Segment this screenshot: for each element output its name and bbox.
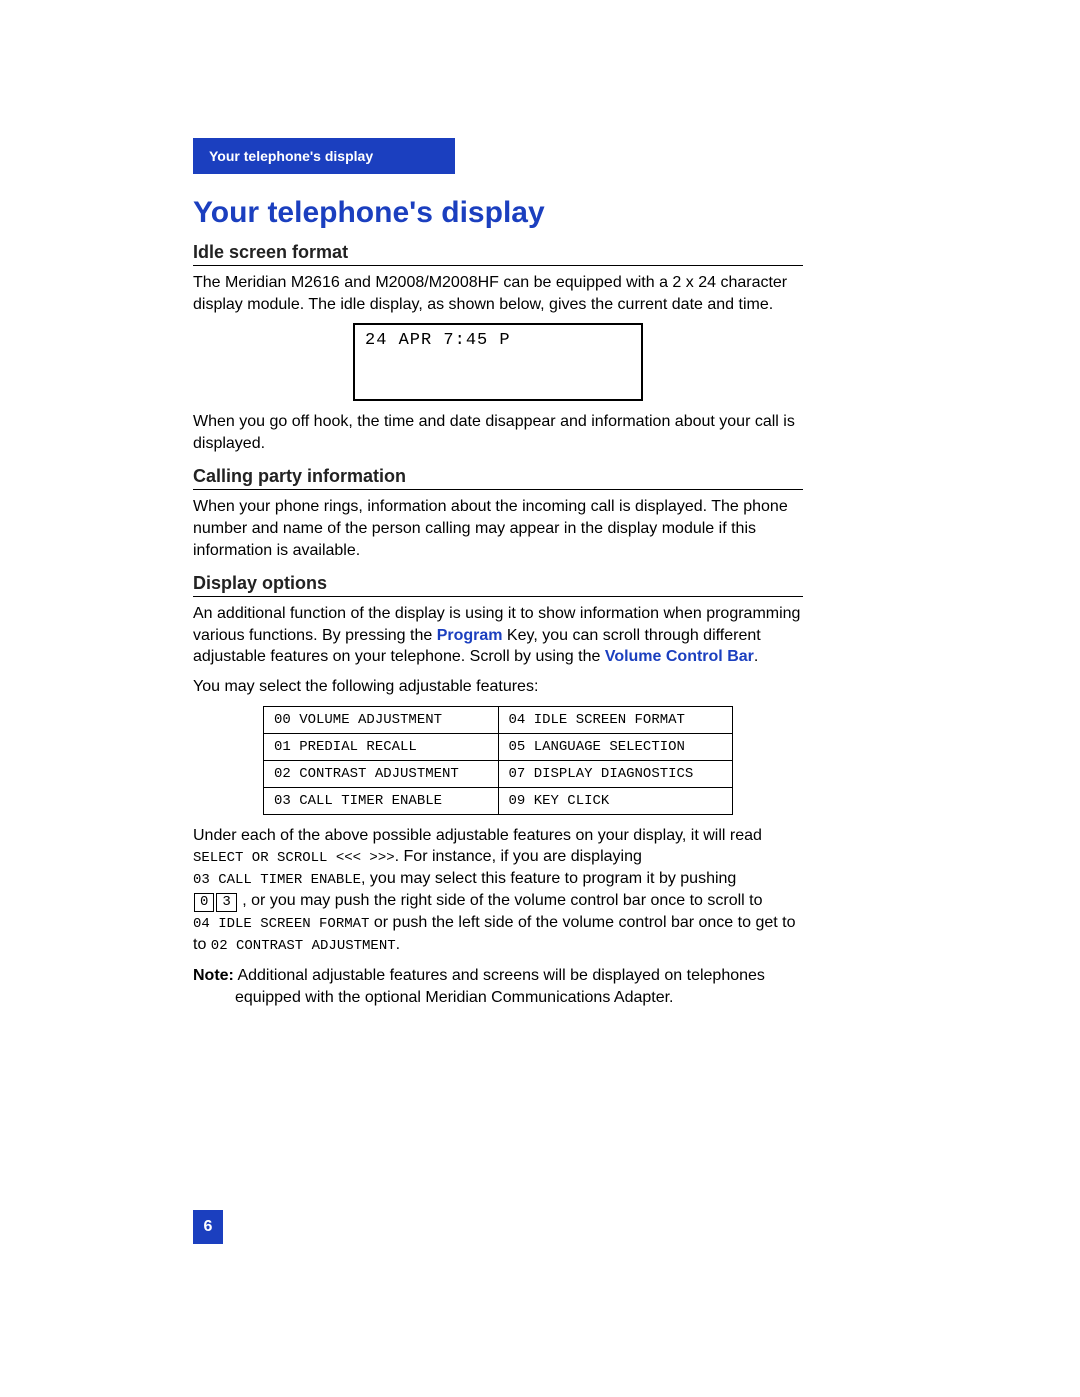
- paragraph: You may select the following adjustable …: [193, 676, 803, 698]
- table-row: 00 VOLUME ADJUSTMENT 04 IDLE SCREEN FORM…: [264, 706, 733, 733]
- note-text-line2: equipped with the optional Meridian Comm…: [235, 987, 803, 1009]
- volume-control-bar-label: Volume Control Bar: [605, 648, 754, 665]
- page-title: Your telephone's display: [193, 196, 803, 230]
- program-key-label: Program: [437, 627, 503, 644]
- lcd-text: 24 APR 7:45 P: [365, 331, 511, 350]
- paragraph: When your phone rings, information about…: [193, 496, 803, 561]
- keycap-3: 3: [216, 893, 236, 912]
- text-run: to: [193, 936, 211, 953]
- lcd-display: 24 APR 7:45 P: [353, 323, 643, 401]
- note-text: Additional adjustable features and scree…: [234, 967, 765, 984]
- section-heading-calling: Calling party information: [193, 466, 803, 490]
- table-row: 01 PREDIAL RECALL 05 LANGUAGE SELECTION: [264, 733, 733, 760]
- feature-cell: 09 KEY CLICK: [498, 787, 733, 814]
- feature-cell: 02 CONTRAST ADJUSTMENT: [264, 760, 499, 787]
- feature-cell: 05 LANGUAGE SELECTION: [498, 733, 733, 760]
- feature-cell: 01 PREDIAL RECALL: [264, 733, 499, 760]
- table-row: 03 CALL TIMER ENABLE 09 KEY CLICK: [264, 787, 733, 814]
- text-run: Under each of the above possible adjusta…: [193, 827, 762, 844]
- mono-text: 03 CALL TIMER ENABLE: [193, 872, 361, 888]
- mono-text: 04 IDLE SCREEN FORMAT: [193, 916, 369, 932]
- header-text: Your telephone's display: [209, 148, 373, 164]
- paragraph: The Meridian M2616 and M2008/M2008HF can…: [193, 272, 803, 315]
- header-bar: Your telephone's display: [193, 138, 455, 174]
- paragraph: Under each of the above possible adjusta…: [193, 825, 803, 956]
- text-run: , or you may push the right side of the …: [238, 892, 763, 909]
- text-run: .: [754, 648, 758, 665]
- page-number-value: 6: [204, 1218, 213, 1236]
- section-heading-options: Display options: [193, 573, 803, 597]
- paragraph: When you go off hook, the time and date …: [193, 411, 803, 454]
- text-run: .: [396, 936, 400, 953]
- mono-text: SELECT OR SCROLL <<< >>>: [193, 850, 395, 866]
- section-heading-idle: Idle screen format: [193, 242, 803, 266]
- note-block: Note: Additional adjustable features and…: [193, 965, 803, 1008]
- text-run: , you may select this feature to program…: [361, 870, 736, 887]
- feature-table: 00 VOLUME ADJUSTMENT 04 IDLE SCREEN FORM…: [263, 706, 733, 815]
- feature-cell: 04 IDLE SCREEN FORMAT: [498, 706, 733, 733]
- feature-cell: 03 CALL TIMER ENABLE: [264, 787, 499, 814]
- mono-text: 02 CONTRAST ADJUSTMENT: [211, 938, 396, 954]
- text-run: . For instance, if you are displaying: [395, 848, 642, 865]
- page-number: 6: [193, 1210, 223, 1244]
- keycap-0: 0: [194, 893, 214, 912]
- paragraph: An additional function of the display is…: [193, 603, 803, 668]
- text-run: or push the left side of the volume cont…: [369, 914, 795, 931]
- feature-cell: 00 VOLUME ADJUSTMENT: [264, 706, 499, 733]
- feature-cell: 07 DISPLAY DIAGNOSTICS: [498, 760, 733, 787]
- table-row: 02 CONTRAST ADJUSTMENT 07 DISPLAY DIAGNO…: [264, 760, 733, 787]
- document-page: Your telephone's display Your telephone'…: [193, 138, 803, 1009]
- note-label: Note:: [193, 967, 234, 984]
